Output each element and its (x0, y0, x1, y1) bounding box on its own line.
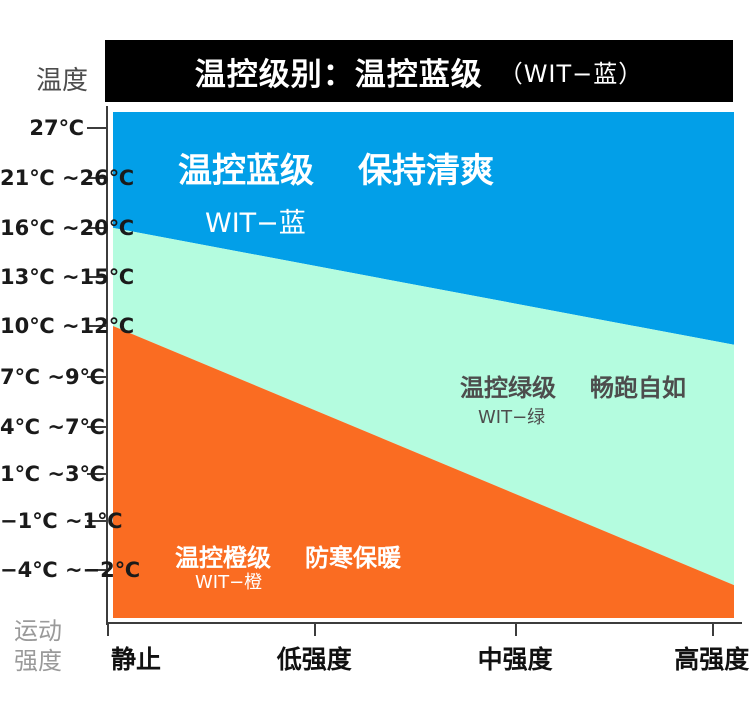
y-tick-mark (87, 519, 106, 522)
y-tick-mark (87, 325, 106, 328)
y-tick-mark (87, 226, 106, 229)
zone-orange-tagline: 防寒保暖 (305, 544, 401, 572)
chart-title-bar: 温控级别：温控蓝级 （WIT−蓝） (105, 40, 733, 102)
y-tick-label: 4℃ ~7℃ (0, 415, 105, 440)
x-tick-mark (711, 624, 714, 636)
zone-code-green: WIT−绿 (478, 407, 546, 428)
x-tick-label: 低强度 (276, 645, 352, 674)
zone-blue-name: 温控蓝级 (178, 151, 314, 191)
zone-label-orange: 温控橙级 防寒保暖 (175, 538, 401, 573)
x-tick-label: 静止 (111, 645, 162, 674)
y-tick-mark (87, 176, 106, 179)
y-tick-mark (87, 568, 106, 571)
zone-blue-polygon (113, 112, 734, 345)
zone-label-green: 温控绿级 畅跑自如 (460, 368, 686, 403)
x-tick-mark (107, 624, 109, 636)
zone-orange-polygon (113, 326, 734, 618)
zone-code-blue: WIT−蓝 (205, 208, 306, 239)
zone-blue-tagline: 保持清爽 (358, 151, 494, 191)
zone-green-polygon (113, 227, 734, 586)
y-tick-mark (87, 275, 106, 278)
y-tick-label: −4℃ ~−2℃ (0, 557, 141, 582)
zone-green-tagline: 畅跑自如 (590, 374, 686, 402)
y-tick-label: 27℃ (29, 116, 84, 141)
x-tick-label: 中强度 (477, 645, 553, 674)
y-tick-label: 13℃ ~15℃ (0, 264, 135, 289)
chart-title-sub: （WIT−蓝） (498, 59, 644, 88)
plot-area (113, 112, 734, 618)
y-tick-mark (87, 376, 106, 379)
zone-green-name: 温控绿级 (460, 374, 556, 402)
zone-code-orange: WIT−橙 (195, 572, 263, 593)
zones-svg (113, 112, 734, 618)
y-tick-label: 16℃ ~20℃ (0, 215, 135, 240)
chart-title-main: 温控级别：温控蓝级 (194, 56, 483, 93)
y-tick-label: 10℃ ~12℃ (0, 314, 135, 339)
x-axis-line (106, 622, 742, 624)
y-tick-label: 7℃ ~9℃ (0, 365, 105, 390)
x-axis-title: 运动 强度 (14, 617, 62, 675)
y-axis-title: 温度 (36, 66, 89, 96)
y-tick-mark (87, 472, 106, 475)
y-tick-label: 21℃ ~26℃ (0, 165, 135, 190)
zone-orange-name: 温控橙级 (175, 544, 271, 572)
x-tick-mark (314, 624, 317, 636)
y-axis-line (106, 106, 108, 625)
x-tick-mark (515, 624, 518, 636)
y-tick-mark (87, 127, 106, 130)
x-tick-label: 高强度 (674, 645, 750, 674)
y-tick-label: −1℃ ~1℃ (0, 508, 123, 533)
y-tick-mark (87, 426, 106, 429)
y-tick-label: 1℃ ~3℃ (0, 461, 105, 486)
zone-label-blue: 温控蓝级 保持清爽 (178, 143, 494, 192)
